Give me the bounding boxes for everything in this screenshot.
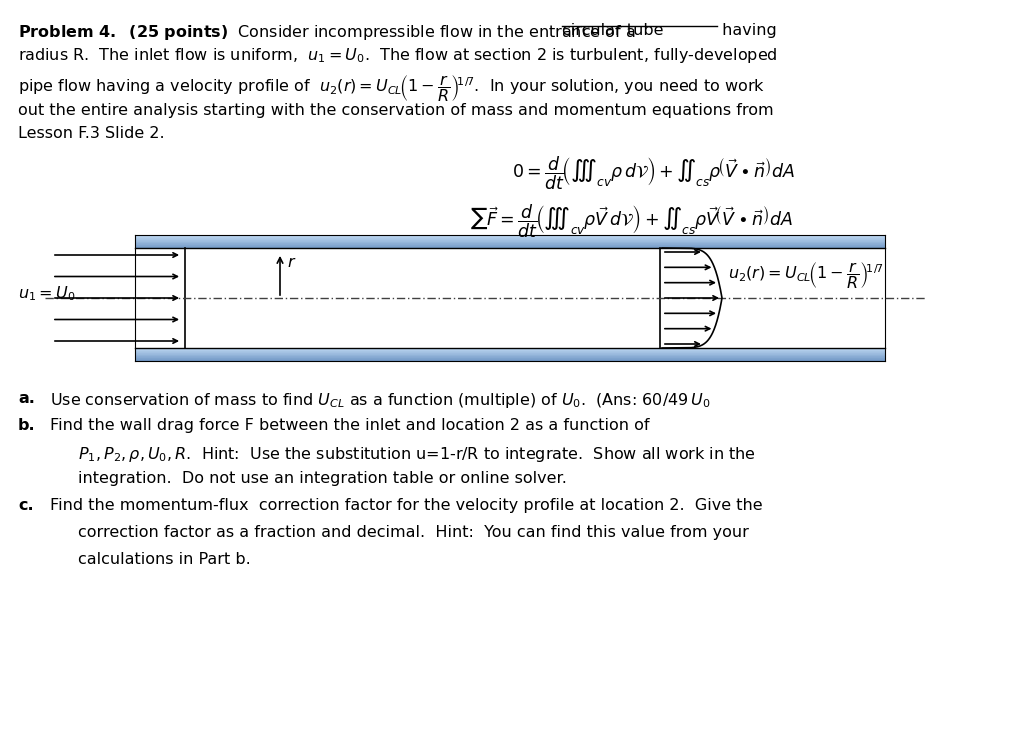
Text: $u_2(r) = U_{CL}\!\left(1-\dfrac{r}{R}\right)^{\!1/7}$: $u_2(r) = U_{CL}\!\left(1-\dfrac{r}{R}\r… [728, 261, 884, 291]
Text: c.: c. [18, 498, 34, 513]
Text: b.: b. [18, 418, 36, 433]
Text: correction factor as a fraction and decimal.  Hint:  You can find this value fro: correction factor as a fraction and deci… [78, 525, 749, 540]
Bar [135, 248, 885, 348]
Text: Find the wall drag force F between the inlet and location 2 as a function of: Find the wall drag force F between the i… [50, 418, 649, 433]
Text: out the entire analysis starting with the conservation of mass and momentum equa: out the entire analysis starting with th… [18, 103, 773, 118]
Text: Use conservation of mass to find $U_{CL}$ as a function (multiple) of $U_0$.  (A: Use conservation of mass to find $U_{CL}… [50, 391, 711, 410]
Text: circular tube: circular tube [562, 23, 664, 38]
Text: a.: a. [18, 391, 35, 406]
Text: $0 = \dfrac{d}{dt}\!\left(\iiint_{cv} \rho \, d\mathcal{V}\right)+ \iint_{cs} \r: $0 = \dfrac{d}{dt}\!\left(\iiint_{cv} \r… [512, 155, 796, 193]
Text: having: having [717, 23, 777, 38]
Text: $\mathbf{Problem\ 4.\ \ (25\ points)}$  Consider incompressible flow in the entr: $\mathbf{Problem\ 4.\ \ (25\ points)}$ C… [18, 23, 637, 42]
Text: $P_1, P_2, \rho, U_0, R$.  Hint:  Use the substitution u=1-r/R to integrate.  Sh: $P_1, P_2, \rho, U_0, R$. Hint: Use the … [78, 445, 756, 464]
Text: $u_1 = U_0$: $u_1 = U_0$ [18, 285, 76, 303]
Text: pipe flow having a velocity profile of  $u_2(r) = U_{CL}\!\left(1-\dfrac{r}{R}\r: pipe flow having a velocity profile of $… [18, 73, 765, 104]
Text: $r$: $r$ [287, 255, 296, 270]
Text: integration.  Do not use an integration table or online solver.: integration. Do not use an integration t… [78, 471, 567, 486]
Text: $\sum \vec{F} = \dfrac{d}{dt}\!\left(\iiint_{cv} \rho\vec{V} \, d\mathcal{V}\rig: $\sum \vec{F} = \dfrac{d}{dt}\!\left(\ii… [470, 203, 793, 240]
Text: Find the momentum-flux  correction factor for the velocity profile at location 2: Find the momentum-flux correction factor… [50, 498, 763, 513]
Text: radius R.  The inlet flow is uniform,  $u_1 = U_0$.  The flow at section 2 is tu: radius R. The inlet flow is uniform, $u_… [18, 46, 777, 65]
Text: calculations in Part b.: calculations in Part b. [78, 552, 251, 567]
Text: Lesson F.3 Slide 2.: Lesson F.3 Slide 2. [18, 126, 165, 141]
